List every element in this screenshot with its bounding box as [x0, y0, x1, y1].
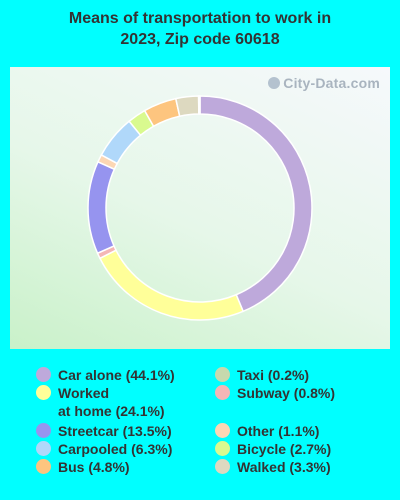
legend-swatch	[36, 367, 51, 382]
legend-item-taxi: Taxi (0.2%)	[215, 366, 309, 384]
legend-label: Car alone (44.1%)	[58, 367, 175, 383]
slice-taxi	[197, 95, 201, 115]
legend-label: Subway (0.8%)	[237, 385, 336, 401]
legend-swatch	[36, 441, 51, 456]
legend-label: Worked at home (24.1%)	[58, 385, 165, 419]
legend-item-carpooled: Carpooled (6.3%)	[36, 440, 172, 458]
chart-title: Means of transportation to work in 2023, …	[0, 8, 400, 50]
slice-walked	[174, 95, 200, 118]
legend-label: Streetcar (13.5%)	[58, 423, 172, 439]
watermark-text: City-Data.com	[283, 75, 380, 91]
chart-title-text: Means of transportation to work in 2023, …	[68, 10, 332, 48]
legend-swatch	[36, 385, 51, 400]
donut-chart	[87, 95, 313, 321]
watermark: City-Data.com	[268, 75, 380, 91]
legend: Car alone (44.1%) Worked at home (24.1%) S…	[0, 366, 400, 496]
legend-label: Bicycle (2.7%)	[237, 441, 332, 457]
legend-label: Bus (4.8%)	[58, 459, 130, 475]
legend-swatch	[36, 459, 51, 474]
plot-area: City-Data.com	[10, 67, 390, 349]
legend-label: Other (1.1%)	[237, 423, 320, 439]
slice-car-alone	[199, 95, 313, 313]
legend-item-streetcar: Streetcar (13.5%)	[36, 422, 172, 440]
legend-item-car-alone: Car alone (44.1%)	[36, 366, 175, 384]
legend-swatch	[215, 423, 230, 438]
legend-label: Carpooled (6.3%)	[58, 441, 173, 457]
legend-item-other: Other (1.1%)	[215, 422, 319, 440]
slice-worked-at-home	[98, 249, 245, 321]
legend-item-bicycle: Bicycle (2.7%)	[215, 440, 331, 458]
magnifier-icon	[268, 77, 281, 89]
legend-label: Walked (3.3%)	[237, 459, 331, 475]
legend-swatch	[215, 367, 230, 382]
legend-label: Taxi (0.2%)	[237, 367, 310, 383]
legend-item-bus: Bus (4.8%)	[36, 458, 130, 476]
legend-swatch	[36, 423, 51, 438]
legend-swatch	[215, 385, 230, 400]
legend-swatch	[215, 459, 230, 474]
legend-item-subway: Subway (0.8%)	[215, 384, 335, 402]
slice-streetcar	[87, 160, 116, 255]
legend-item-walked: Walked (3.3%)	[215, 458, 331, 476]
legend-item-worked-at-home: Worked at home (24.1%)	[36, 384, 165, 420]
legend-swatch	[215, 441, 230, 456]
